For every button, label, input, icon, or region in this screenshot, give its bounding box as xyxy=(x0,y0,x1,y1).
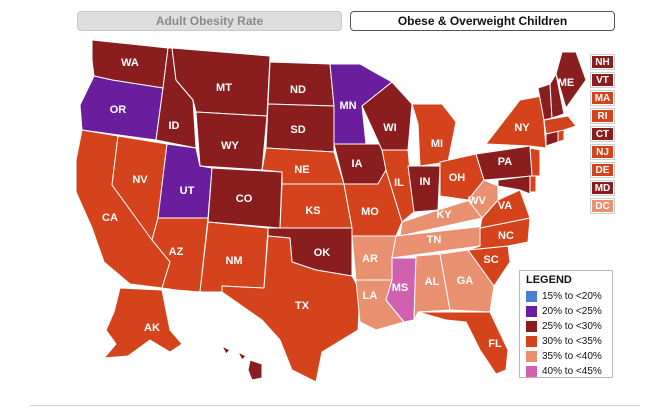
state-label-MS: MS xyxy=(392,282,409,294)
state-ME[interactable] xyxy=(555,51,587,109)
state-RI[interactable] xyxy=(557,129,565,143)
state-box-CT[interactable]: CT xyxy=(591,127,614,141)
state-label-MO: MO xyxy=(361,206,379,218)
legend: LEGEND 15% to <20% 20% to <25% 25% to <30%… xyxy=(519,270,613,378)
state-label-AZ: AZ xyxy=(169,246,184,258)
state-box-MD[interactable]: MD xyxy=(591,181,614,195)
state-box-VT[interactable]: VT xyxy=(591,73,614,87)
state-label-CO: CO xyxy=(236,193,253,205)
state-DE[interactable] xyxy=(529,175,537,193)
state-label-MN: MN xyxy=(339,100,356,112)
state-label-NM: NM xyxy=(225,255,242,267)
state-label-ME: ME xyxy=(558,77,575,89)
state-TX[interactable] xyxy=(221,235,361,383)
state-label-IN: IN xyxy=(420,176,431,188)
state-AK[interactable] xyxy=(103,287,183,359)
state-MO[interactable] xyxy=(343,169,403,237)
legend-label: 15% to <20% xyxy=(542,291,602,302)
state-label-KY: KY xyxy=(436,209,452,221)
state-label-MI: MI xyxy=(431,138,443,150)
state-NH[interactable] xyxy=(549,73,565,119)
state-label-WV: WV xyxy=(468,195,486,207)
state-label-TX: TX xyxy=(295,300,310,312)
state-WI[interactable] xyxy=(361,81,413,151)
legend-item: 25% to <30% xyxy=(526,319,612,334)
state-label-AK: AK xyxy=(144,322,160,334)
state-label-HI: HI xyxy=(232,364,243,376)
state-label-IA: IA xyxy=(352,158,363,170)
legend-item: 15% to <20% xyxy=(526,289,612,304)
state-box-NH[interactable]: NH xyxy=(591,55,614,69)
legend-swatch xyxy=(526,291,537,302)
state-label-WY: WY xyxy=(221,140,239,152)
state-NJ[interactable] xyxy=(529,147,541,177)
legend-swatch xyxy=(526,351,537,362)
legend-item: 30% to <35% xyxy=(526,334,612,349)
state-GA[interactable] xyxy=(439,249,495,313)
state-label-NE: NE xyxy=(294,164,309,176)
state-box-NJ[interactable]: NJ xyxy=(591,145,614,159)
state-box-DC[interactable]: DC xyxy=(591,199,614,213)
state-box-DE[interactable]: DE xyxy=(591,163,614,177)
state-label-KS: KS xyxy=(305,205,320,217)
legend-item: 20% to <25% xyxy=(526,304,612,319)
state-label-NY: NY xyxy=(514,122,530,134)
state-label-UT: UT xyxy=(180,185,195,197)
state-label-AR: AR xyxy=(362,253,378,265)
legend-item: 35% to <40% xyxy=(526,349,612,364)
state-AL[interactable] xyxy=(413,253,451,321)
state-MN[interactable] xyxy=(329,63,393,145)
legend-swatch xyxy=(526,306,537,317)
state-label-SC: SC xyxy=(483,254,498,266)
state-label-WA: WA xyxy=(121,57,139,69)
state-IN[interactable] xyxy=(407,165,441,213)
state-IL[interactable] xyxy=(381,149,415,223)
state-label-MT: MT xyxy=(216,82,232,94)
legend-label: 40% to <45% xyxy=(542,366,602,377)
state-label-IL: IL xyxy=(394,177,404,189)
state-WV[interactable] xyxy=(467,179,499,219)
state-label-CA: CA xyxy=(102,212,118,224)
tab-adult-obesity-rate[interactable]: Adult Obesity Rate xyxy=(77,11,342,31)
state-label-TN: TN xyxy=(427,234,442,246)
state-label-LA: LA xyxy=(363,290,378,302)
legend-swatch xyxy=(526,366,537,377)
state-HI[interactable] xyxy=(221,345,263,381)
state-box-MA[interactable]: MA xyxy=(591,91,614,105)
state-label-WI: WI xyxy=(383,122,396,134)
legend-swatch xyxy=(526,321,537,332)
state-label-SD: SD xyxy=(290,124,305,136)
state-MD[interactable] xyxy=(497,175,531,195)
state-FL[interactable] xyxy=(417,311,509,375)
state-label-PA: PA xyxy=(498,156,513,168)
tab-obese-overweight-children[interactable]: Obese & Overweight Children xyxy=(350,11,615,31)
state-label-NC: NC xyxy=(498,230,514,242)
divider xyxy=(30,405,640,406)
legend-swatch xyxy=(526,336,537,347)
legend-label: 35% to <40% xyxy=(542,351,602,362)
state-label-OH: OH xyxy=(449,172,466,184)
state-label-OK: OK xyxy=(314,247,331,259)
state-box-RI[interactable]: RI xyxy=(591,109,614,123)
state-label-NV: NV xyxy=(132,174,148,186)
legend-title: LEGEND xyxy=(526,274,572,286)
state-label-OR: OR xyxy=(110,104,127,116)
state-MI[interactable] xyxy=(411,103,457,167)
state-label-AL: AL xyxy=(425,276,440,288)
state-label-GA: GA xyxy=(457,275,474,287)
legend-item: 40% to <45% xyxy=(526,364,612,379)
state-label-ID: ID xyxy=(169,120,180,132)
legend-label: 25% to <30% xyxy=(542,321,602,332)
state-MA[interactable] xyxy=(543,115,577,135)
state-label-ND: ND xyxy=(290,84,306,96)
state-label-FL: FL xyxy=(488,338,502,350)
state-label-VA: VA xyxy=(498,200,513,212)
legend-label: 30% to <35% xyxy=(542,336,602,347)
legend-label: 20% to <25% xyxy=(542,306,602,317)
